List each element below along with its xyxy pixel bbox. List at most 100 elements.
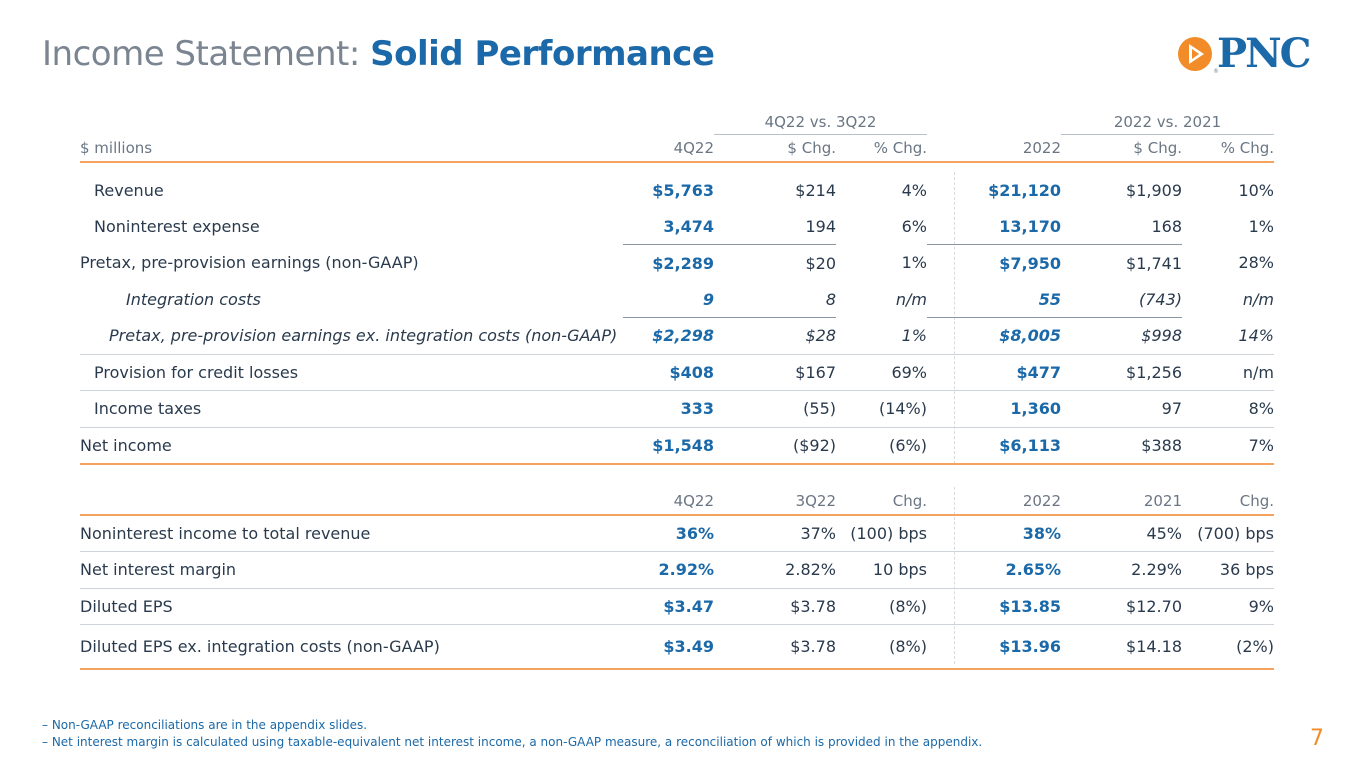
row-label: Net income [80,427,623,465]
cell: $998 [1061,317,1182,355]
table-row: Revenue $5,763 $214 4% $21,120 $1,909 10… [80,162,1274,208]
table-row: Pretax, pre-provision earnings ex. integ… [80,317,1274,355]
pnc-logo-icon [1178,37,1212,71]
cell: n/m [895,289,927,309]
cell: $1,548 [623,427,714,465]
cell: $21,120 [988,181,1061,200]
cell: n/m [1242,289,1274,309]
row-label: Pretax, pre-provision earnings ex. integ… [80,317,623,355]
cell: (700) bps [1182,515,1274,552]
row-label: Income taxes [80,390,623,428]
cell: (6%) [836,427,927,465]
pnc-logo: ® PNC [1175,30,1335,78]
cell: $408 [623,354,714,391]
cell: 7% [1182,427,1274,465]
row-label: Net interest margin [80,551,623,589]
column-header: $ millions [80,134,623,163]
cell: 8% [1182,390,1274,428]
table-row: Diluted EPS ex. integration costs (non-G… [80,624,1274,670]
table-row: Net income $1,548 ($92) (6%) $6,113 $388… [80,427,1274,465]
column-header: 2022 [927,487,1061,516]
column-header: Chg. [836,487,927,516]
page-number: 7 [1310,726,1324,751]
column-header: Chg. [1182,487,1274,516]
cell: $7,950 [999,253,1061,273]
cell: 2.92% [623,551,714,589]
cell: $13.85 [927,588,1061,625]
row-label: Revenue [94,181,164,200]
footnote: – Net interest margin is calculated usin… [42,735,983,749]
column-header-row: 4Q22 3Q22 Chg. 2022 2021 Chg. [80,487,1274,516]
cell: $1,909 [1126,181,1182,200]
cell: 4% [901,181,927,200]
cell: $2,298 [623,317,714,355]
cell: (2%) [1182,624,1274,670]
table-row: Diluted EPS $3.47 $3.78 (8%) $13.85 $12.… [80,588,1274,625]
cell: (8%) [836,624,927,670]
cell: 36 bps [1182,551,1274,589]
cell: $3.78 [714,588,836,625]
row-label: Diluted EPS [80,588,623,625]
column-header: 3Q22 [714,487,836,516]
pnc-wordmark: PNC [1217,30,1311,77]
table-row: Noninterest income to total revenue 36% … [80,515,1274,552]
cell: 3,474 [623,208,714,245]
cell: $28 [714,317,836,355]
cell: $6,113 [927,427,1061,465]
cell: 194 [714,208,836,245]
cell: $3.78 [714,624,836,670]
cell: 6% [901,216,927,236]
cell: (743) [1061,281,1182,318]
cell: $8,005 [927,317,1061,355]
cell: 45% [1061,515,1182,552]
column-header [80,487,623,516]
table-row: Net interest margin 2.92% 2.82% 10 bps 2… [80,551,1274,589]
cell: 55 [927,281,1061,318]
cell: 10 bps [836,551,927,589]
column-header: $ Chg. [714,134,836,163]
cell: 9 [623,281,714,318]
page-title-light: Income Statement: [42,34,360,74]
cell: $3.49 [623,624,714,670]
table-row: Provision for credit losses $408 $167 69… [80,354,1274,391]
cell: $14.18 [1061,624,1182,670]
cell: 9% [1182,588,1274,625]
cell: n/m [1182,354,1274,391]
cell: ($92) [714,427,836,465]
cell: 168 [1061,208,1182,245]
cell: 2.82% [714,551,836,589]
cell: $388 [1061,427,1182,465]
cell: 2.65% [927,551,1061,589]
cell: 38% [927,515,1061,552]
cell: 97 [1061,390,1182,428]
cell: 28% [1238,253,1274,273]
cell: 1,360 [927,390,1061,428]
cell: 333 [623,390,714,428]
cell: $1,741 [1126,253,1182,273]
page-title-bold: Solid Performance [370,34,715,74]
cell: $13.96 [927,624,1061,670]
group-header-quarter: 4Q22 vs. 3Q22 [714,110,927,135]
row-label: Noninterest expense [94,216,260,236]
cell: 1% [836,317,927,355]
row-label: Noninterest income to total revenue [80,515,623,552]
table-row: Income taxes 333 (55) (14%) 1,360 97 8% [80,390,1274,428]
column-header-row: $ millions 4Q22 $ Chg. % Chg. 2022 $ Chg… [80,134,1274,163]
cell: (55) [714,390,836,428]
cell: 37% [714,515,836,552]
row-label: Integration costs [126,289,261,309]
cell: $167 [714,354,836,391]
cell: (100) bps [836,515,927,552]
column-header: % Chg. [836,134,927,163]
cell: 69% [836,354,927,391]
row-label: Provision for credit losses [80,354,623,391]
registered-mark: ® [1213,68,1219,75]
table-row: Integration costs 9 8 n/m 55 (743) n/m [80,281,1274,318]
row-label: Pretax, pre-provision earnings (non-GAAP… [80,253,419,273]
cell: 36% [623,515,714,552]
column-header: 2021 [1061,487,1182,516]
key-metrics-table: 4Q22 3Q22 Chg. 2022 2021 Chg. Noninteres… [80,487,1274,670]
cell: $1,256 [1061,354,1182,391]
cell: (14%) [836,390,927,428]
footnote: – Non-GAAP reconciliations are in the ap… [42,718,368,732]
